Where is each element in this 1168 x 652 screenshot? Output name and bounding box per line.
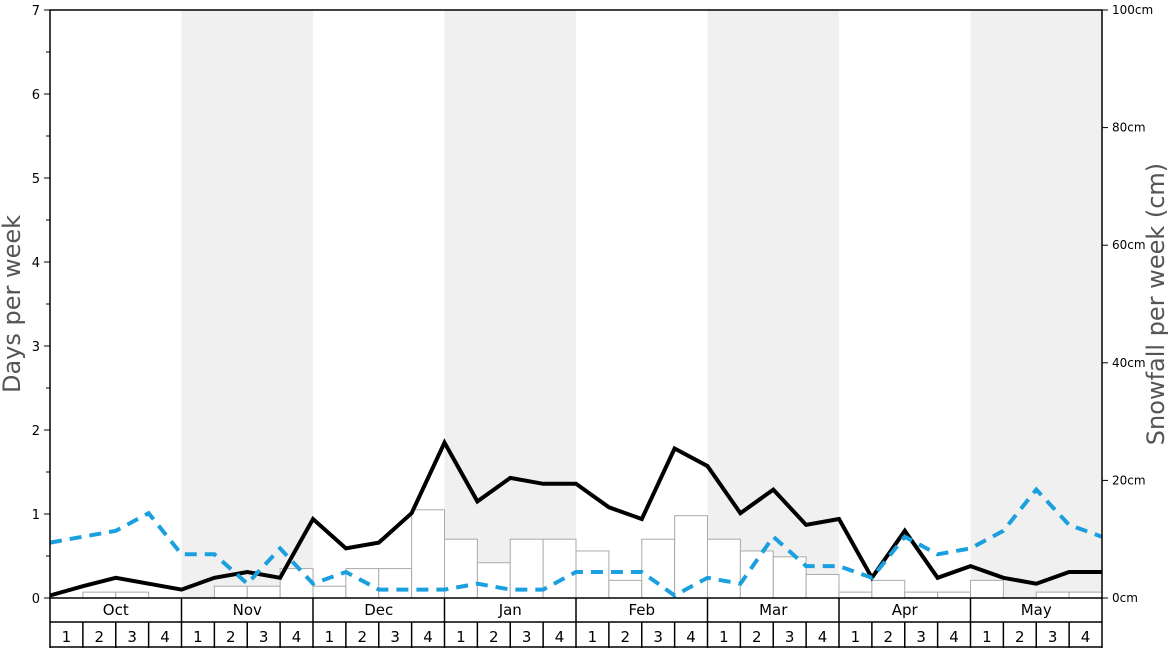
week-label: 3 xyxy=(1048,628,1058,646)
snowfall-bar xyxy=(937,591,971,599)
month-shade xyxy=(970,10,1102,598)
week-label: 1 xyxy=(851,628,861,646)
week-label: 3 xyxy=(390,628,400,646)
snowfall-bar xyxy=(707,538,741,599)
right-tick-label: 100cm xyxy=(1112,3,1153,17)
right-tick-label: 40cm xyxy=(1112,356,1146,370)
month-label: Mar xyxy=(759,601,788,619)
snowfall-bar xyxy=(411,509,445,599)
month-label: May xyxy=(1021,601,1052,619)
right-axis-label: Snowfall per week (cm) xyxy=(1142,163,1168,445)
right-tick-label: 60cm xyxy=(1112,238,1146,252)
snowfall-bar xyxy=(444,538,478,599)
week-label: 3 xyxy=(653,628,663,646)
left-axis-label: Days per week xyxy=(0,215,26,393)
week-label: 3 xyxy=(785,628,795,646)
week-label: 3 xyxy=(522,628,532,646)
snowfall-bar xyxy=(772,556,807,599)
week-label: 4 xyxy=(160,628,170,646)
month-label: Nov xyxy=(233,601,262,619)
left-tick-label: 6 xyxy=(32,88,40,103)
month-label: Feb xyxy=(628,601,655,619)
snowfall-bar xyxy=(246,585,281,599)
week-label: 2 xyxy=(489,628,499,646)
week-label: 1 xyxy=(456,628,466,646)
month-shade xyxy=(181,10,313,598)
left-tick-label: 3 xyxy=(32,340,40,355)
snowfall-bar xyxy=(1035,591,1070,599)
solid-line xyxy=(49,438,1102,598)
week-label: 4 xyxy=(1081,628,1091,646)
left-tick-label: 1 xyxy=(32,508,40,523)
right-tick-label: 20cm xyxy=(1112,473,1146,487)
week-label: 1 xyxy=(193,628,203,646)
month-label: Apr xyxy=(892,601,919,619)
snowfall-bars xyxy=(82,509,1103,599)
snowfall-bar xyxy=(575,550,610,599)
week-label: 2 xyxy=(226,628,236,646)
left-axis: 0 1 2 3 4 5 6 7 xyxy=(32,4,50,607)
week-label: 4 xyxy=(818,628,828,646)
month-label: Dec xyxy=(364,601,393,619)
snowfall-bar xyxy=(213,585,248,599)
week-label: 3 xyxy=(259,628,269,646)
snowfall-bar xyxy=(608,579,643,599)
month-week-axis: Oct Nov Dec Jan Feb Mar Apr May 1 2 3 4 1 2 3 4 1 2 3 4 1 2 3 4… xyxy=(49,598,1103,648)
week-label: 2 xyxy=(884,628,894,646)
day-lines xyxy=(49,438,1103,598)
week-label: 1 xyxy=(982,628,992,646)
left-tick-label: 0 xyxy=(32,592,40,607)
snowfall-bar xyxy=(312,585,347,599)
week-label: 1 xyxy=(325,628,335,646)
right-axis: 0cm 20cm 40cm 60cm 80cm 100cm xyxy=(1102,3,1153,605)
month-label: Jan xyxy=(498,601,522,619)
snowfall-bar xyxy=(904,591,939,599)
week-label: 4 xyxy=(686,628,696,646)
week-label: 2 xyxy=(752,628,762,646)
week-label: 1 xyxy=(719,628,729,646)
snowfall-bar xyxy=(1068,591,1103,599)
snowfall-bar xyxy=(115,591,150,599)
week-label: 4 xyxy=(292,628,302,646)
week-label: 4 xyxy=(423,628,433,646)
month-shading xyxy=(181,10,1102,598)
left-tick-label: 7 xyxy=(32,4,40,19)
snowfall-bar xyxy=(542,538,577,599)
week-label: 2 xyxy=(358,628,368,646)
snowfall-bar xyxy=(641,538,676,599)
month-label: Oct xyxy=(103,601,129,619)
week-label: 3 xyxy=(916,628,926,646)
week-label: 4 xyxy=(949,628,959,646)
snowfall-bar xyxy=(378,568,413,599)
week-label: 2 xyxy=(1015,628,1025,646)
right-tick-label: 0cm xyxy=(1112,591,1138,605)
left-tick-label: 4 xyxy=(32,256,40,271)
left-tick-label: 5 xyxy=(32,172,40,187)
snowfall-bar xyxy=(871,579,906,599)
month-shade xyxy=(707,10,839,598)
week-label: 1 xyxy=(62,628,72,646)
snowfall-bar xyxy=(805,573,840,599)
week-label: 1 xyxy=(588,628,598,646)
snowfall-bar xyxy=(739,550,774,599)
snowfall-bar xyxy=(838,591,873,599)
week-label: 2 xyxy=(95,628,105,646)
week-label: 3 xyxy=(127,628,137,646)
week-label: 4 xyxy=(555,628,565,646)
month-shade xyxy=(444,10,576,598)
dashed-line xyxy=(49,486,1103,598)
snowfall-bar xyxy=(970,579,1004,599)
snowfall-bar xyxy=(476,562,511,599)
week-label: 2 xyxy=(621,628,631,646)
left-tick-label: 2 xyxy=(32,424,40,439)
snowfall-bar xyxy=(82,591,117,599)
right-tick-label: 80cm xyxy=(1112,121,1146,135)
